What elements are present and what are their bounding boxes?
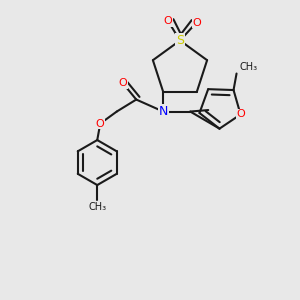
Text: CH₃: CH₃ bbox=[239, 62, 258, 72]
Text: N: N bbox=[159, 105, 168, 118]
Text: O: O bbox=[118, 78, 127, 88]
Text: CH₃: CH₃ bbox=[88, 202, 106, 212]
Text: S: S bbox=[176, 34, 184, 47]
Text: O: O bbox=[192, 17, 201, 28]
Text: O: O bbox=[96, 118, 105, 129]
Text: O: O bbox=[164, 16, 172, 26]
Text: O: O bbox=[236, 110, 245, 119]
